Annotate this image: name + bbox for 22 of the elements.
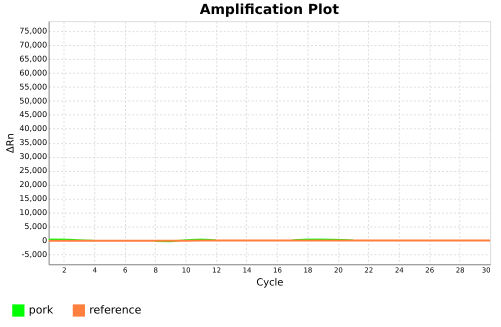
y-tick-label: -5,000 — [22, 250, 48, 259]
legend-label: pork — [28, 303, 54, 316]
x-axis-title: Cycle — [256, 278, 284, 289]
y-tick-label: 0 — [42, 236, 48, 245]
y-tick-label: 5,000 — [24, 222, 48, 231]
y-tick-label: 75,000 — [19, 26, 48, 36]
y-tick-label: 55,000 — [19, 82, 48, 92]
y-tick-label: 20,000 — [19, 180, 48, 190]
y-tick-label: 10,000 — [19, 208, 48, 218]
chart-title: Amplification Plot — [200, 2, 340, 18]
y-tick-label: 50,000 — [19, 96, 48, 106]
y-tick-label: 15,000 — [19, 194, 48, 204]
y-axis-title: ΔRn — [5, 133, 16, 154]
y-tick-label: 30,000 — [19, 152, 48, 162]
legend-label: reference — [89, 303, 142, 316]
y-tick-label: 60,000 — [19, 68, 48, 78]
y-tick-label: 40,000 — [19, 124, 48, 134]
y-tick-label: 70,000 — [19, 40, 48, 50]
y-tick-label: 35,000 — [19, 138, 48, 148]
y-tick-label: 65,000 — [19, 54, 48, 64]
y-tick-label: 45,000 — [19, 110, 48, 120]
y-tick-label: 25,000 — [19, 166, 48, 176]
